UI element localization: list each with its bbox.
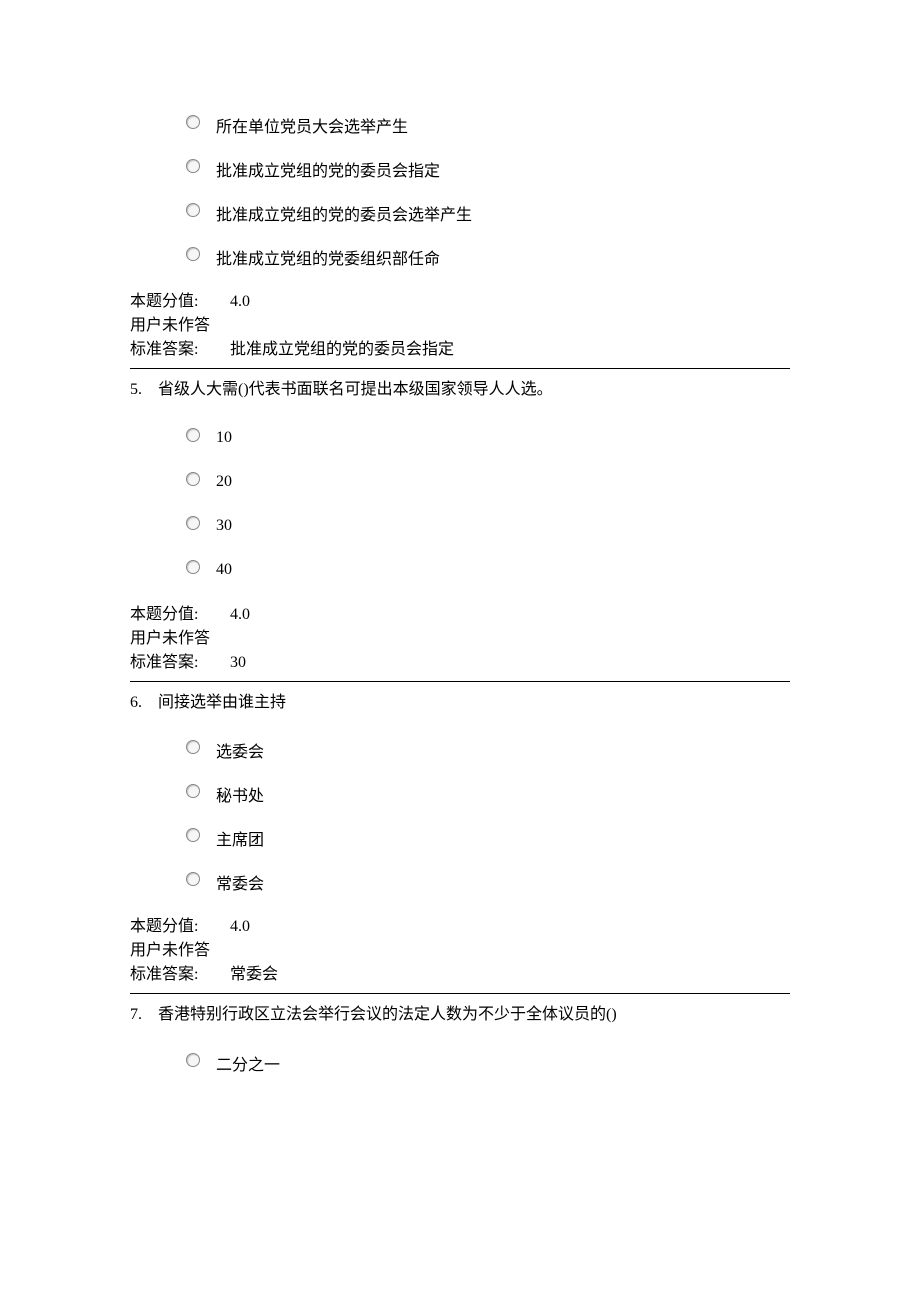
radio-icon[interactable] [186,159,200,173]
score-value: 4.0 [230,915,250,939]
question-number: 6. [130,690,158,716]
score-row: 本题分值: 4.0 [130,915,790,939]
answer-value: 批准成立党组的党的委员会指定 [230,338,454,362]
radio-icon[interactable] [186,428,200,442]
option-row: 二分之一 [186,1038,790,1082]
q5-meta: 本题分值: 4.0 用户未作答 标准答案: 30 [130,603,790,675]
answer-row: 标准答案: 批准成立党组的党的委员会指定 [130,338,790,362]
question-number: 5. [130,377,158,403]
option-row: 10 [186,413,790,457]
answer-value: 常委会 [230,963,278,987]
option-label: 主席团 [216,820,264,850]
radio-icon[interactable] [186,828,200,842]
option-label: 二分之一 [216,1045,280,1075]
not-answered: 用户未作答 [130,627,790,651]
score-row: 本题分值: 4.0 [130,603,790,627]
option-label: 30 [216,511,232,535]
option-row: 常委会 [186,857,790,901]
score-value: 4.0 [230,290,250,314]
q5-options: 10 20 30 40 [130,413,790,589]
score-label: 本题分值: [130,290,230,314]
option-row: 主席团 [186,813,790,857]
option-label: 20 [216,467,232,491]
radio-icon[interactable] [186,516,200,530]
q4-options: 所在单位党员大会选举产生 批准成立党组的党的委员会指定 批准成立党组的党的委员会… [130,100,790,276]
q6-text: 6.间接选举由谁主持 [130,690,790,716]
score-row: 本题分值: 4.0 [130,290,790,314]
radio-icon[interactable] [186,560,200,574]
radio-icon[interactable] [186,740,200,754]
radio-icon[interactable] [186,203,200,217]
option-label: 40 [216,555,232,579]
score-label: 本题分值: [130,603,230,627]
not-answered: 用户未作答 [130,314,790,338]
radio-icon[interactable] [186,115,200,129]
radio-icon[interactable] [186,784,200,798]
radio-icon[interactable] [186,472,200,486]
question-4: 所在单位党员大会选举产生 批准成立党组的党的委员会指定 批准成立党组的党的委员会… [130,100,790,362]
radio-icon[interactable] [186,872,200,886]
option-label: 批准成立党组的党委组织部任命 [216,239,440,269]
option-label: 批准成立党组的党的委员会指定 [216,151,440,181]
option-label: 秘书处 [216,776,264,806]
question-7: 7.香港特别行政区立法会举行会议的法定人数为不少于全体议员的() 二分之一 [130,1002,790,1082]
option-row: 40 [186,545,790,589]
option-row: 所在单位党员大会选举产生 [186,100,790,144]
not-answered: 用户未作答 [130,939,790,963]
page-container: 所在单位党员大会选举产生 批准成立党组的党的委员会指定 批准成立党组的党的委员会… [0,0,920,1146]
q5-text: 5.省级人大需()代表书面联名可提出本级国家领导人人选。 [130,377,790,403]
option-label: 常委会 [216,864,264,894]
radio-icon[interactable] [186,1053,200,1067]
score-value: 4.0 [230,603,250,627]
option-label: 批准成立党组的党的委员会选举产生 [216,195,472,225]
option-label: 选委会 [216,732,264,762]
q7-options: 二分之一 [130,1038,790,1082]
divider [130,681,790,682]
question-number: 7. [130,1002,158,1028]
q7-text: 7.香港特别行政区立法会举行会议的法定人数为不少于全体议员的() [130,1002,790,1028]
option-row: 秘书处 [186,769,790,813]
option-row: 30 [186,501,790,545]
answer-value: 30 [230,651,246,675]
question-stem: 间接选举由谁主持 [158,694,286,711]
option-row: 20 [186,457,790,501]
answer-row: 标准答案: 30 [130,651,790,675]
q6-options: 选委会 秘书处 主席团 常委会 [130,725,790,901]
divider [130,993,790,994]
answer-label: 标准答案: [130,963,230,987]
q4-meta: 本题分值: 4.0 用户未作答 标准答案: 批准成立党组的党的委员会指定 [130,290,790,362]
option-row: 批准成立党组的党的委员会指定 [186,144,790,188]
question-5: 5.省级人大需()代表书面联名可提出本级国家领导人人选。 10 20 30 40 [130,377,790,675]
option-label: 10 [216,423,232,447]
question-stem: 省级人大需()代表书面联名可提出本级国家领导人人选。 [158,381,553,398]
answer-label: 标准答案: [130,338,230,362]
answer-row: 标准答案: 常委会 [130,963,790,987]
q6-meta: 本题分值: 4.0 用户未作答 标准答案: 常委会 [130,915,790,987]
question-6: 6.间接选举由谁主持 选委会 秘书处 主席团 常委会 本题分值: [130,690,790,988]
radio-icon[interactable] [186,247,200,261]
option-row: 批准成立党组的党委组织部任命 [186,232,790,276]
answer-label: 标准答案: [130,651,230,675]
option-row: 选委会 [186,725,790,769]
score-label: 本题分值: [130,915,230,939]
option-label: 所在单位党员大会选举产生 [216,107,408,137]
option-row: 批准成立党组的党的委员会选举产生 [186,188,790,232]
question-stem: 香港特别行政区立法会举行会议的法定人数为不少于全体议员的() [158,1006,617,1023]
divider [130,368,790,369]
